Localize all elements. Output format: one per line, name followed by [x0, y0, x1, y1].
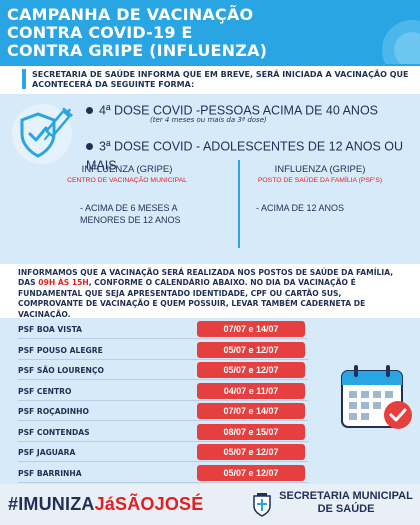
schedule-row: PSF CONTENDAS 08/07 e 15/07 [0, 423, 420, 442]
vaccination-dates: 07/07 e 14/07 [197, 321, 305, 337]
footer-secretaria: SECRETARIA MUNICIPAL DE SAÚDE [276, 490, 416, 516]
row-divider [18, 440, 308, 442]
dose-3-label: 3ª DOSE COVID - ADOLESCENTES DE 12 ANOS … [86, 139, 404, 173]
row-divider [18, 358, 308, 360]
intro-accent-bar [22, 69, 26, 89]
hashtag-part2: JáSÃOJOSÉ [94, 494, 204, 514]
intro-section: SECRETARIA DE SAÚDE INFORMA QUE EM BREVE… [0, 66, 420, 92]
vaccination-dates: 05/07 e 12/07 [197, 362, 305, 378]
flu-divider [238, 160, 240, 248]
bullet-icon [86, 143, 93, 150]
title-line-2: CONTRA COVID-19 E [7, 23, 193, 42]
psf-name: PSF POUSO ALEGRE [18, 345, 103, 355]
row-divider [18, 481, 308, 483]
psf-name: PSF SÃO LOURENÇO [18, 366, 104, 375]
vaccination-dates: 05/07 e 12/07 [197, 444, 305, 460]
schedule-row: PSF CENTRO 04/07 e 11/07 [0, 382, 420, 401]
flu-left-title: INFLUENZA (GRIPE) [81, 164, 173, 175]
row-divider [18, 338, 308, 339]
row-divider [18, 399, 308, 401]
hashtag-part1: #IMUNIZA [8, 494, 95, 514]
vaccination-dates: 05/07 e 12/07 [197, 341, 305, 358]
psf-name: PSF CONTENDAS [18, 427, 90, 437]
row-divider [18, 379, 308, 380]
flu-right-age: - ACIMA DE 12 ANOS [256, 203, 345, 213]
flu-left-place: CENTRO DE VACINAÇÃO MUNICIPAL [67, 177, 187, 184]
municipal-crest-icon [253, 493, 271, 517]
flu-right-column: INFLUENZA (GRIPE) POSTO DE SAÚDE DA FAMÍ… [250, 164, 420, 214]
doses-panel: 4ª DOSE COVID -PESSOAS ACIMA DE 40 ANOS … [0, 94, 420, 264]
campaign-hashtag: #IMUNIZAJáSÃOJOSÉ [8, 494, 203, 515]
secretaria-line-1: SECRETARIA MUNICIPAL [279, 490, 413, 502]
shield-syringe-icon [12, 104, 73, 164]
flu-left-column: INFLUENZA (GRIPE) CENTRO DE VACINAÇÃO MU… [52, 164, 227, 226]
psf-name: PSF JAGUARA [18, 448, 76, 457]
psf-name: PSF CENTRO [18, 386, 72, 396]
header-banner: CAMPANHA DE VACINAÇÃO CONTRA COVID-19 E … [0, 0, 420, 66]
row-divider [18, 420, 308, 421]
schedule-row: PSF BARRINHA 05/07 e 12/07 [0, 464, 420, 483]
corner-decoration-icon [382, 20, 420, 64]
calendar-check-icon [341, 365, 412, 429]
dose-4-label: 4ª DOSE COVID -PESSOAS ACIMA DE 40 ANOS [99, 103, 379, 118]
dose-4-item: 4ª DOSE COVID -PESSOAS ACIMA DE 40 ANOS [86, 100, 416, 119]
schedule-row: PSF ROÇADINHO 07/07 e 14/07 [0, 403, 420, 421]
bullet-icon [86, 107, 93, 114]
flu-left-age: - ACIMA DE 6 MESES A MENORES DE 12 ANOS [80, 203, 181, 225]
info-text-part1: INFORMAMOS QUE A VACINAÇÃO SERÁ REALIZAD… [18, 268, 394, 288]
info-paragraph: INFORMAMOS QUE A VACINAÇÃO SERÁ REALIZAD… [18, 268, 408, 320]
psf-name: PSF BOA VISTA [18, 325, 83, 334]
row-divider [18, 461, 308, 462]
info-text-part2: , CONFORME O CALENDÁRIO ABAIXO. NO DIA D… [18, 278, 366, 319]
vaccination-dates: 08/07 e 15/07 [197, 423, 305, 440]
title-line-3: CONTRA GRIPE (INFLUENZA) [7, 41, 268, 60]
page-title: CAMPANHA DE VACINAÇÃO CONTRA COVID-19 E … [7, 6, 347, 60]
psf-name: PSF BARRINHA [18, 468, 82, 478]
footer: #IMUNIZAJáSÃOJOSÉ SECRETARIA MUNICIPAL D… [0, 484, 420, 525]
intro-text: SECRETARIA DE SAÚDE INFORMA QUE EM BREVE… [32, 70, 409, 89]
title-line-1: CAMPANHA DE VACINAÇÃO [7, 5, 254, 24]
psf-name: PSF ROÇADINHO [18, 407, 89, 416]
dose-3-item: 3ª DOSE COVID - ADOLESCENTES DE 12 ANOS … [86, 136, 416, 174]
schedule-row: PSF SÃO LOURENÇO 05/07 e 12/07 [0, 362, 420, 380]
secretaria-line-2: DE SAÚDE [317, 503, 375, 515]
flu-right-place: POSTO DE SAÚDE DA FAMÍLIA (PSF'S) [257, 177, 383, 184]
info-hours: 09H ÀS 15H [38, 278, 89, 288]
schedule-table: PSF BOA VISTA 07/07 e 14/07 PSF POUSO ALEG… [0, 318, 420, 484]
vaccination-dates: 07/07 e 14/07 [197, 403, 305, 419]
schedule-row: PSF JAGUARA 05/07 e 12/07 [0, 444, 420, 462]
dose-4-note: (ter 4 meses ou mais da 3ª dose) [150, 116, 267, 124]
schedule-row: PSF BOA VISTA 07/07 e 14/07 [0, 321, 420, 339]
schedule-row: PSF POUSO ALEGRE 05/07 e 12/07 [0, 341, 420, 360]
vaccination-dates: 05/07 e 12/07 [197, 464, 305, 481]
vaccination-dates: 04/07 e 11/07 [197, 382, 305, 399]
flu-right-title: INFLUENZA (GRIPE) [274, 164, 366, 175]
